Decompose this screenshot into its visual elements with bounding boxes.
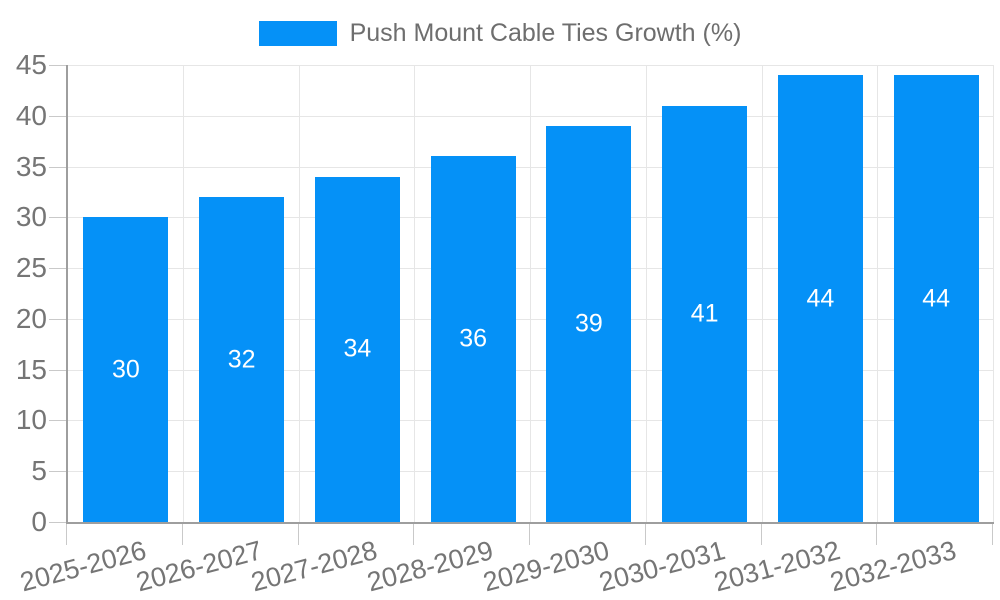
y-axis-tick (49, 166, 66, 168)
gridline-h (68, 471, 994, 473)
bar-value-label: 41 (690, 299, 719, 328)
x-axis-tick (760, 524, 762, 545)
x-axis-tick (413, 524, 415, 545)
y-axis-tick (49, 369, 66, 371)
y-axis-label: 40 (15, 99, 47, 131)
gridline-v (298, 65, 300, 522)
y-axis-tick (49, 115, 66, 117)
x-axis-label: 2027-2028 (248, 535, 381, 598)
y-axis-tick (49, 420, 66, 422)
y-axis-label: 35 (15, 150, 47, 182)
x-axis-label: 2029-2030 (479, 535, 613, 598)
bar-value-label: 44 (922, 284, 951, 313)
gridline-v (877, 65, 879, 522)
y-axis-tick (49, 522, 66, 523)
bar[interactable]: 36 (430, 156, 516, 522)
gridline-v (182, 65, 184, 522)
bar[interactable]: 30 (83, 217, 169, 522)
gridline-h (68, 318, 994, 320)
y-axis-tick (49, 318, 66, 320)
y-axis-label: 15 (15, 353, 47, 385)
legend: Push Mount Cable Ties Growth (%) (0, 18, 1000, 48)
x-axis-label: 2026-2027 (132, 535, 265, 598)
bar-value-label: 30 (111, 355, 140, 384)
y-axis-tick (49, 268, 66, 270)
gridline-h (68, 65, 994, 66)
bar[interactable]: 44 (777, 75, 863, 522)
y-axis-label: 45 (15, 49, 47, 80)
x-axis-tick (66, 524, 67, 545)
x-axis-tick (992, 524, 993, 545)
gridline-h (68, 217, 994, 219)
x-axis-label: 2031-2032 (711, 535, 844, 598)
bar[interactable]: 34 (314, 176, 400, 522)
bar-value-label: 44 (806, 284, 835, 313)
y-axis-label: 5 (31, 455, 47, 487)
bar-value-label: 39 (574, 309, 603, 338)
y-axis-label: 30 (15, 201, 47, 233)
y-axis-label: 10 (15, 404, 47, 436)
x-axis-tick (876, 524, 878, 545)
gridline-v (414, 65, 416, 522)
gridline-v (530, 65, 531, 522)
x-axis-label: 2028-2029 (363, 535, 497, 598)
x-axis-tick (529, 524, 530, 545)
bar[interactable]: 39 (546, 125, 632, 522)
gridline-h (68, 166, 994, 168)
y-axis-label: 0 (31, 506, 47, 537)
bar[interactable]: 41 (662, 105, 748, 522)
y-axis-tick (49, 471, 66, 473)
y-axis-label: 25 (15, 252, 47, 284)
bar-value-label: 36 (459, 324, 488, 353)
x-axis-label: 2032-2033 (826, 535, 960, 598)
legend-swatch (258, 20, 337, 46)
x-axis-tick (644, 524, 646, 545)
gridline-h (68, 420, 994, 422)
x-axis-tick (297, 524, 299, 545)
bar-value-label: 34 (343, 334, 372, 363)
gridline-v (645, 65, 647, 522)
gridline-v (761, 65, 763, 522)
x-axis-label: 2030-2031 (595, 535, 728, 598)
bar[interactable]: 32 (199, 197, 285, 522)
y-axis-label: 20 (15, 302, 47, 334)
bar[interactable]: 44 (893, 75, 979, 522)
plot-area: 30 32 34 36 39 41 44 44 (66, 65, 994, 524)
gridline-h (68, 268, 994, 270)
gridline-h (68, 115, 994, 117)
y-axis-tick (49, 217, 66, 219)
x-axis-label: 2025-2026 (16, 535, 150, 598)
gridline-v (993, 65, 994, 522)
legend-label: Push Mount Cable Ties Growth (%) (349, 19, 742, 47)
gridline-h (68, 369, 994, 371)
y-axis-tick (49, 65, 66, 66)
x-axis-tick (181, 524, 183, 545)
bar-value-label: 32 (227, 345, 256, 374)
